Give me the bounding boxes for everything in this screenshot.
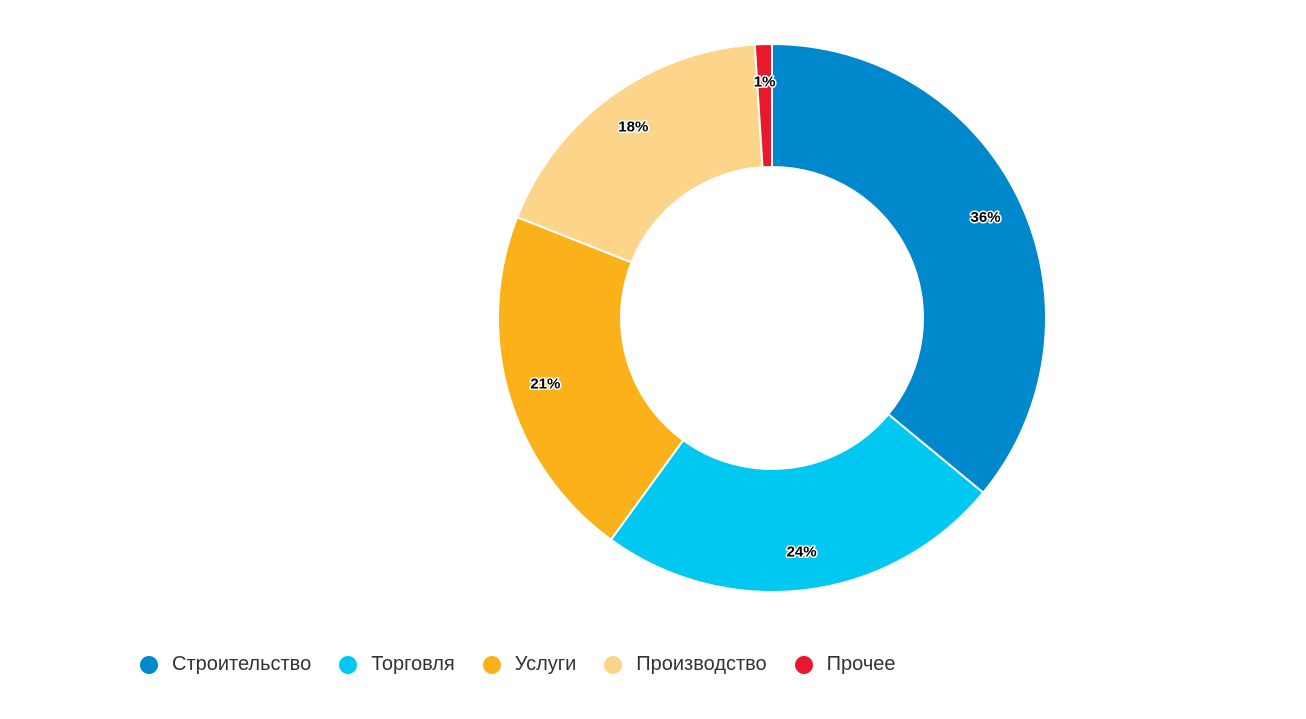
legend-label: Прочее <box>826 653 896 675</box>
donut-slice-5 <box>753 42 773 169</box>
legend-item-5[interactable]: Прочее <box>794 653 896 676</box>
legend-item-4[interactable]: Производство <box>604 653 767 676</box>
legend-marker <box>794 655 813 674</box>
chart-data-labels: 36% 24% 21% 18% 1% <box>529 72 1002 562</box>
data-label-1: 36% <box>971 209 1001 226</box>
data-label-5: 1% <box>754 74 776 91</box>
donut-slice-1 <box>771 42 1047 495</box>
data-label-3: 21% <box>530 375 560 392</box>
legend-label: Торговля <box>371 653 455 675</box>
legend-marker <box>140 655 158 674</box>
legend-label: Услуги <box>514 653 577 675</box>
legend-marker <box>482 655 501 674</box>
legend-item-1[interactable]: Строительство <box>140 653 311 676</box>
legend-item-2[interactable]: Торговля <box>339 653 455 676</box>
legend-marker <box>339 655 358 674</box>
legend-item-3[interactable]: Услуги <box>482 653 577 676</box>
chart-legend: Строительство Торговля Услуги Производство П… <box>140 653 924 676</box>
donut-slice-3 <box>497 215 685 542</box>
chart-slices <box>497 42 1047 593</box>
data-label-4: 18% <box>618 119 648 136</box>
donut-slice-2 <box>609 412 985 593</box>
donut-slice-4 <box>515 43 764 264</box>
legend-label: Строительство <box>172 653 312 675</box>
data-label-2: 24% <box>787 544 817 561</box>
donut-chart: 36% 24% 21% 18% 1% <box>497 42 1047 593</box>
legend-label: Производство <box>636 653 767 675</box>
legend-marker <box>604 655 623 674</box>
